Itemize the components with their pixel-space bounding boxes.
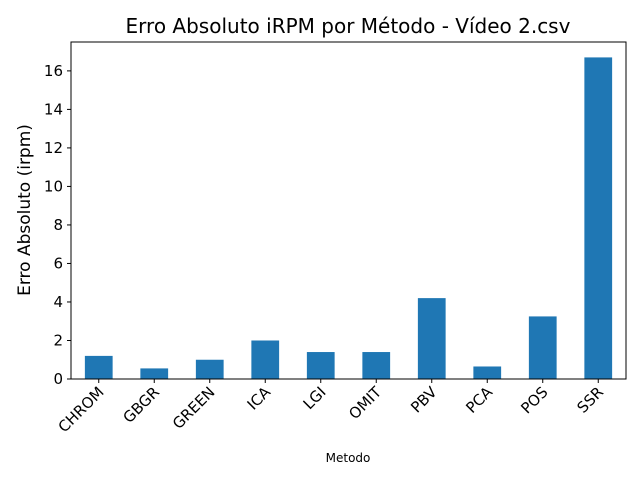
x-axis-label: Metodo [326,451,371,465]
y-tick-label: 12 [44,139,63,157]
x-tick-label-green: GREEN [169,383,219,433]
bar-ssr [584,57,613,380]
bar-lgi [306,352,335,379]
x-tick-label-pca: PCA [462,383,496,417]
y-tick-label: 10 [44,177,63,195]
plot-area: 0 2 4 6 8 10 12 14 16 CHROM GBGR GREEN ICA LGI OMIT PBV… [44,41,627,436]
axes-frame [70,41,627,380]
y-tick-label: 8 [53,216,63,234]
y-tick-label: 4 [53,293,63,311]
y-tick-label: 2 [53,331,63,349]
bar-pbv [417,298,446,379]
y-axis-label: Erro Absoluto (irpm) [15,124,35,296]
bar-chrom [84,355,113,379]
x-tick-label-ica: ICA [244,383,275,414]
x-tick-label-omit: OMIT [345,383,385,423]
x-tick-label-ssr: SSR [574,383,608,417]
x-tick-label-chrom: CHROM [55,383,108,436]
x-tick-label-pbv: PBV [407,383,441,417]
bar-omit [362,352,391,379]
y-tick-label: 14 [44,100,63,118]
y-tick-label: 0 [53,370,63,388]
bar-green [195,359,224,379]
y-tick-label: 16 [44,62,63,80]
bar-pca [473,366,502,379]
chart-title: Erro Absoluto iRPM por Método - Vídeo 2.… [126,14,571,38]
y-tick-label: 6 [53,254,63,272]
x-tick-label-pos: POS [517,383,551,417]
x-tick-label-lgi: LGI [300,383,330,413]
bar-gbgr [140,368,169,379]
x-tick-label-gbgr: GBGR [119,383,163,427]
bar-pos [528,316,557,379]
bar-ica [251,340,280,379]
